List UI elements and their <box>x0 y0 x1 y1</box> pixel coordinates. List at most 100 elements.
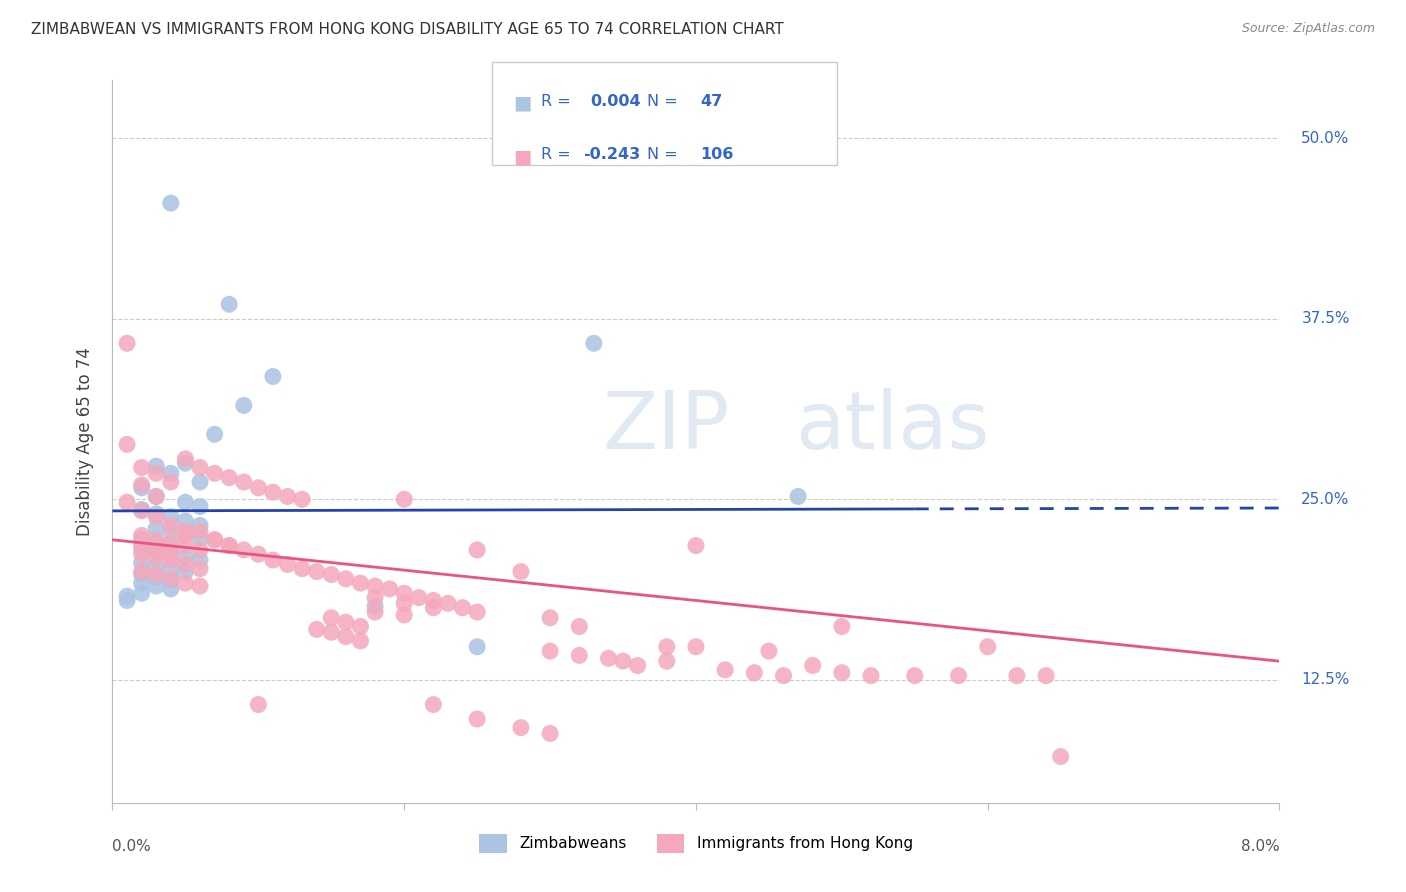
Point <box>772 668 794 682</box>
Point <box>145 579 167 593</box>
Point <box>188 579 211 593</box>
Text: ■: ■ <box>513 94 531 112</box>
Text: ZIP: ZIP <box>603 388 730 467</box>
Point <box>465 605 488 619</box>
Point <box>131 567 153 582</box>
Point <box>174 495 197 509</box>
Point <box>131 539 153 553</box>
Point <box>218 297 240 311</box>
Point <box>174 539 197 553</box>
Point <box>1049 749 1071 764</box>
Point <box>115 589 138 603</box>
Point <box>787 490 810 504</box>
Text: ZIMBABWEAN VS IMMIGRANTS FROM HONG KONG DISABILITY AGE 65 TO 74 CORRELATION CHAR: ZIMBABWEAN VS IMMIGRANTS FROM HONG KONG … <box>31 22 783 37</box>
Point <box>145 490 167 504</box>
Point <box>160 574 183 588</box>
Point <box>188 553 211 567</box>
Point <box>131 556 153 570</box>
Point <box>262 485 284 500</box>
Point <box>291 492 314 507</box>
Point <box>394 586 416 600</box>
Point <box>349 576 371 591</box>
Point <box>465 542 488 557</box>
Point <box>247 698 270 712</box>
Point <box>538 726 561 740</box>
Point <box>437 596 460 610</box>
Text: 37.5%: 37.5% <box>1302 311 1350 326</box>
Point <box>685 539 707 553</box>
Point <box>509 721 531 735</box>
Point <box>394 607 416 622</box>
Point <box>378 582 401 596</box>
Point <box>131 547 153 561</box>
Point <box>204 427 226 442</box>
Point <box>335 615 357 630</box>
Point <box>321 625 343 640</box>
Point <box>145 567 167 582</box>
Text: 12.5%: 12.5% <box>1302 673 1350 688</box>
Point <box>364 591 387 605</box>
Point <box>276 490 298 504</box>
Point <box>131 565 153 579</box>
Point <box>160 547 183 561</box>
Point <box>131 504 153 518</box>
Point <box>465 712 488 726</box>
Point <box>321 567 343 582</box>
Point <box>465 640 488 654</box>
Point <box>145 490 167 504</box>
Text: 106: 106 <box>700 147 734 162</box>
Point <box>627 658 650 673</box>
Text: R =: R = <box>541 94 576 109</box>
Point <box>232 542 254 557</box>
Point <box>160 196 183 211</box>
Point <box>394 492 416 507</box>
Point <box>758 644 780 658</box>
Text: 50.0%: 50.0% <box>1302 130 1350 145</box>
Point <box>655 640 678 654</box>
Point <box>131 502 153 516</box>
Point <box>305 623 328 637</box>
Point <box>1005 668 1028 682</box>
Point <box>174 565 197 579</box>
Point <box>218 470 240 484</box>
Y-axis label: Disability Age 65 to 74: Disability Age 65 to 74 <box>76 347 94 536</box>
Point <box>174 558 197 572</box>
Point <box>568 619 591 633</box>
Point <box>321 611 343 625</box>
Point <box>335 630 357 644</box>
Point <box>145 467 167 481</box>
Point <box>364 605 387 619</box>
Point <box>612 654 634 668</box>
Point <box>188 500 211 514</box>
Point <box>131 528 153 542</box>
Point <box>218 539 240 553</box>
Point <box>831 665 853 680</box>
Point <box>247 481 270 495</box>
Point <box>188 532 211 546</box>
Point <box>538 644 561 658</box>
Point <box>160 562 183 576</box>
Point <box>568 648 591 663</box>
Point <box>160 539 183 553</box>
Point <box>188 475 211 489</box>
Point <box>364 579 387 593</box>
Point <box>115 437 138 451</box>
Point <box>801 658 824 673</box>
Point <box>174 451 197 466</box>
Point <box>598 651 620 665</box>
Point <box>174 524 197 538</box>
Point <box>247 547 270 561</box>
Text: atlas: atlas <box>796 388 990 467</box>
Point <box>204 467 226 481</box>
Point <box>262 369 284 384</box>
Point <box>131 481 153 495</box>
Point <box>131 533 153 547</box>
Text: -0.243: -0.243 <box>583 147 641 162</box>
Point <box>131 541 153 556</box>
Point <box>174 550 197 565</box>
Point <box>948 668 970 682</box>
Point <box>714 663 737 677</box>
Point <box>204 533 226 547</box>
Point <box>160 535 183 549</box>
Point <box>685 640 707 654</box>
